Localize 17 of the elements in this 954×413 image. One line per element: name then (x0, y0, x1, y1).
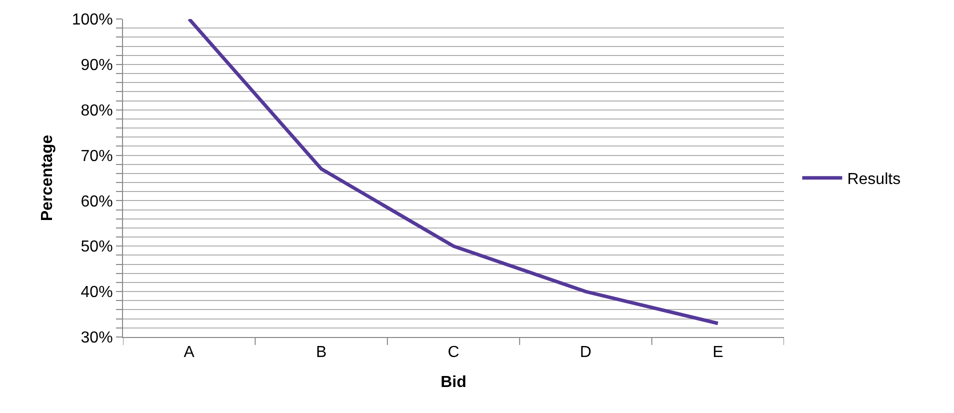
y-tick-label: 70% (80, 148, 113, 165)
y-tick-label: 40% (80, 284, 113, 302)
x-axis-title: Bid (440, 374, 466, 391)
y-tick-label: 100% (72, 12, 113, 29)
x-tick-label: D (580, 344, 592, 362)
line-series (187, 19, 720, 326)
x-tick-label: A (184, 344, 195, 362)
legend-label: Results (847, 171, 901, 188)
y-tick-label: 80% (80, 102, 113, 120)
y-tick-label: 50% (80, 238, 113, 256)
x-tick-label: C (448, 344, 460, 362)
x-tick-label: E (712, 344, 724, 362)
x-tick-label: B (316, 344, 327, 362)
y-tick-label: 30% (80, 330, 113, 347)
y-tick-label: 90% (80, 57, 113, 74)
y-tick-label: 60% (80, 193, 113, 210)
y-axis-title: Percentage (38, 134, 56, 222)
